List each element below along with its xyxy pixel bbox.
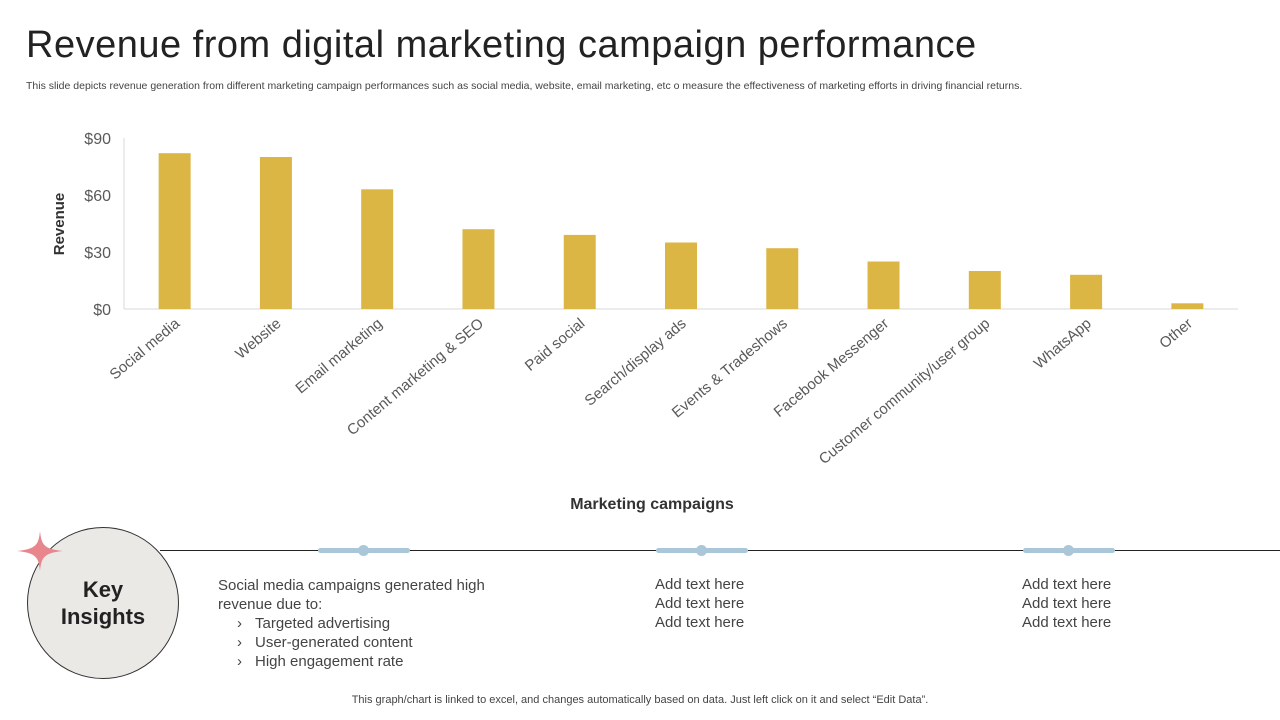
sparkle-icon: [17, 531, 63, 571]
key-insights-label: Key Insights: [60, 577, 146, 629]
y-axis-title: Revenue: [51, 193, 68, 256]
insight-1-bullet: › User-generated content: [237, 634, 413, 651]
page-subtitle: This slide depicts revenue generation fr…: [26, 80, 1023, 92]
x-tick-label: WhatsApp: [1031, 315, 1095, 373]
insight-2-line: Add text here: [655, 614, 745, 631]
insight-3-line: Add text here: [1022, 576, 1112, 593]
insight-block-2: Add text here Add text here Add text her…: [655, 575, 744, 632]
bar: [968, 271, 1001, 309]
insight-1-bullet: › High engagement rate: [237, 653, 404, 670]
chevron-right-icon: ›: [237, 615, 242, 632]
insight-block-1: Social media campaigns generated high re…: [218, 576, 485, 671]
insight-block-3: Add text here Add text here Add text her…: [1022, 575, 1111, 632]
bar: [462, 229, 495, 309]
x-tick-label: Other: [1156, 315, 1196, 352]
insight-1-line-1: Social media campaigns generated high: [218, 577, 485, 594]
timeline-connector-3: [1023, 545, 1115, 556]
insight-3-line: Add text here: [1022, 595, 1112, 612]
insight-2-line: Add text here: [655, 576, 745, 593]
insight-1-bullet-list: › Targeted advertising › User-generated co…: [237, 614, 485, 671]
x-axis-title: Marketing campaigns: [570, 496, 734, 513]
bar: [361, 189, 394, 309]
bar: [563, 234, 596, 309]
bar: [867, 261, 900, 309]
y-tick-label: $60: [84, 188, 111, 205]
bar: [1171, 303, 1204, 309]
bar: [1070, 274, 1103, 309]
x-tick-label: Email marketing: [292, 315, 385, 397]
y-tick-label: $30: [84, 245, 111, 262]
x-tick-label: Customer community/user group: [816, 315, 994, 468]
page-title: Revenue from digital marketing campaign …: [26, 24, 977, 66]
x-tick-label: Search/display ads: [582, 315, 690, 409]
y-tick-label: $0: [93, 302, 111, 319]
insight-1-bullet: › Targeted advertising: [237, 615, 391, 632]
timeline-connector-1: [318, 545, 410, 556]
y-tick-label: $90: [84, 131, 111, 148]
chevron-right-icon: ›: [237, 653, 242, 670]
x-tick-label: Website: [232, 315, 284, 363]
bar: [766, 248, 799, 309]
x-tick-label: Social media: [106, 315, 183, 384]
key-insights-section: Key Insights Social media campaigns gene…: [0, 520, 1280, 690]
bar: [665, 242, 697, 309]
revenue-bar-chart[interactable]: $0 $30 $60 $90 Social media Website Email mark…: [0, 120, 1280, 520]
insight-1-line-2: revenue due to:: [218, 596, 323, 613]
insight-2-line: Add text here: [655, 595, 745, 612]
bar: [158, 153, 191, 309]
timeline-connector-2: [656, 545, 748, 556]
bar: [259, 157, 292, 309]
footer-note: This graph/chart is linked to excel, and…: [351, 694, 929, 706]
x-tick-label: Paid social: [522, 315, 589, 375]
chevron-right-icon: ›: [237, 634, 242, 651]
insight-3-line: Add text here: [1022, 614, 1112, 631]
